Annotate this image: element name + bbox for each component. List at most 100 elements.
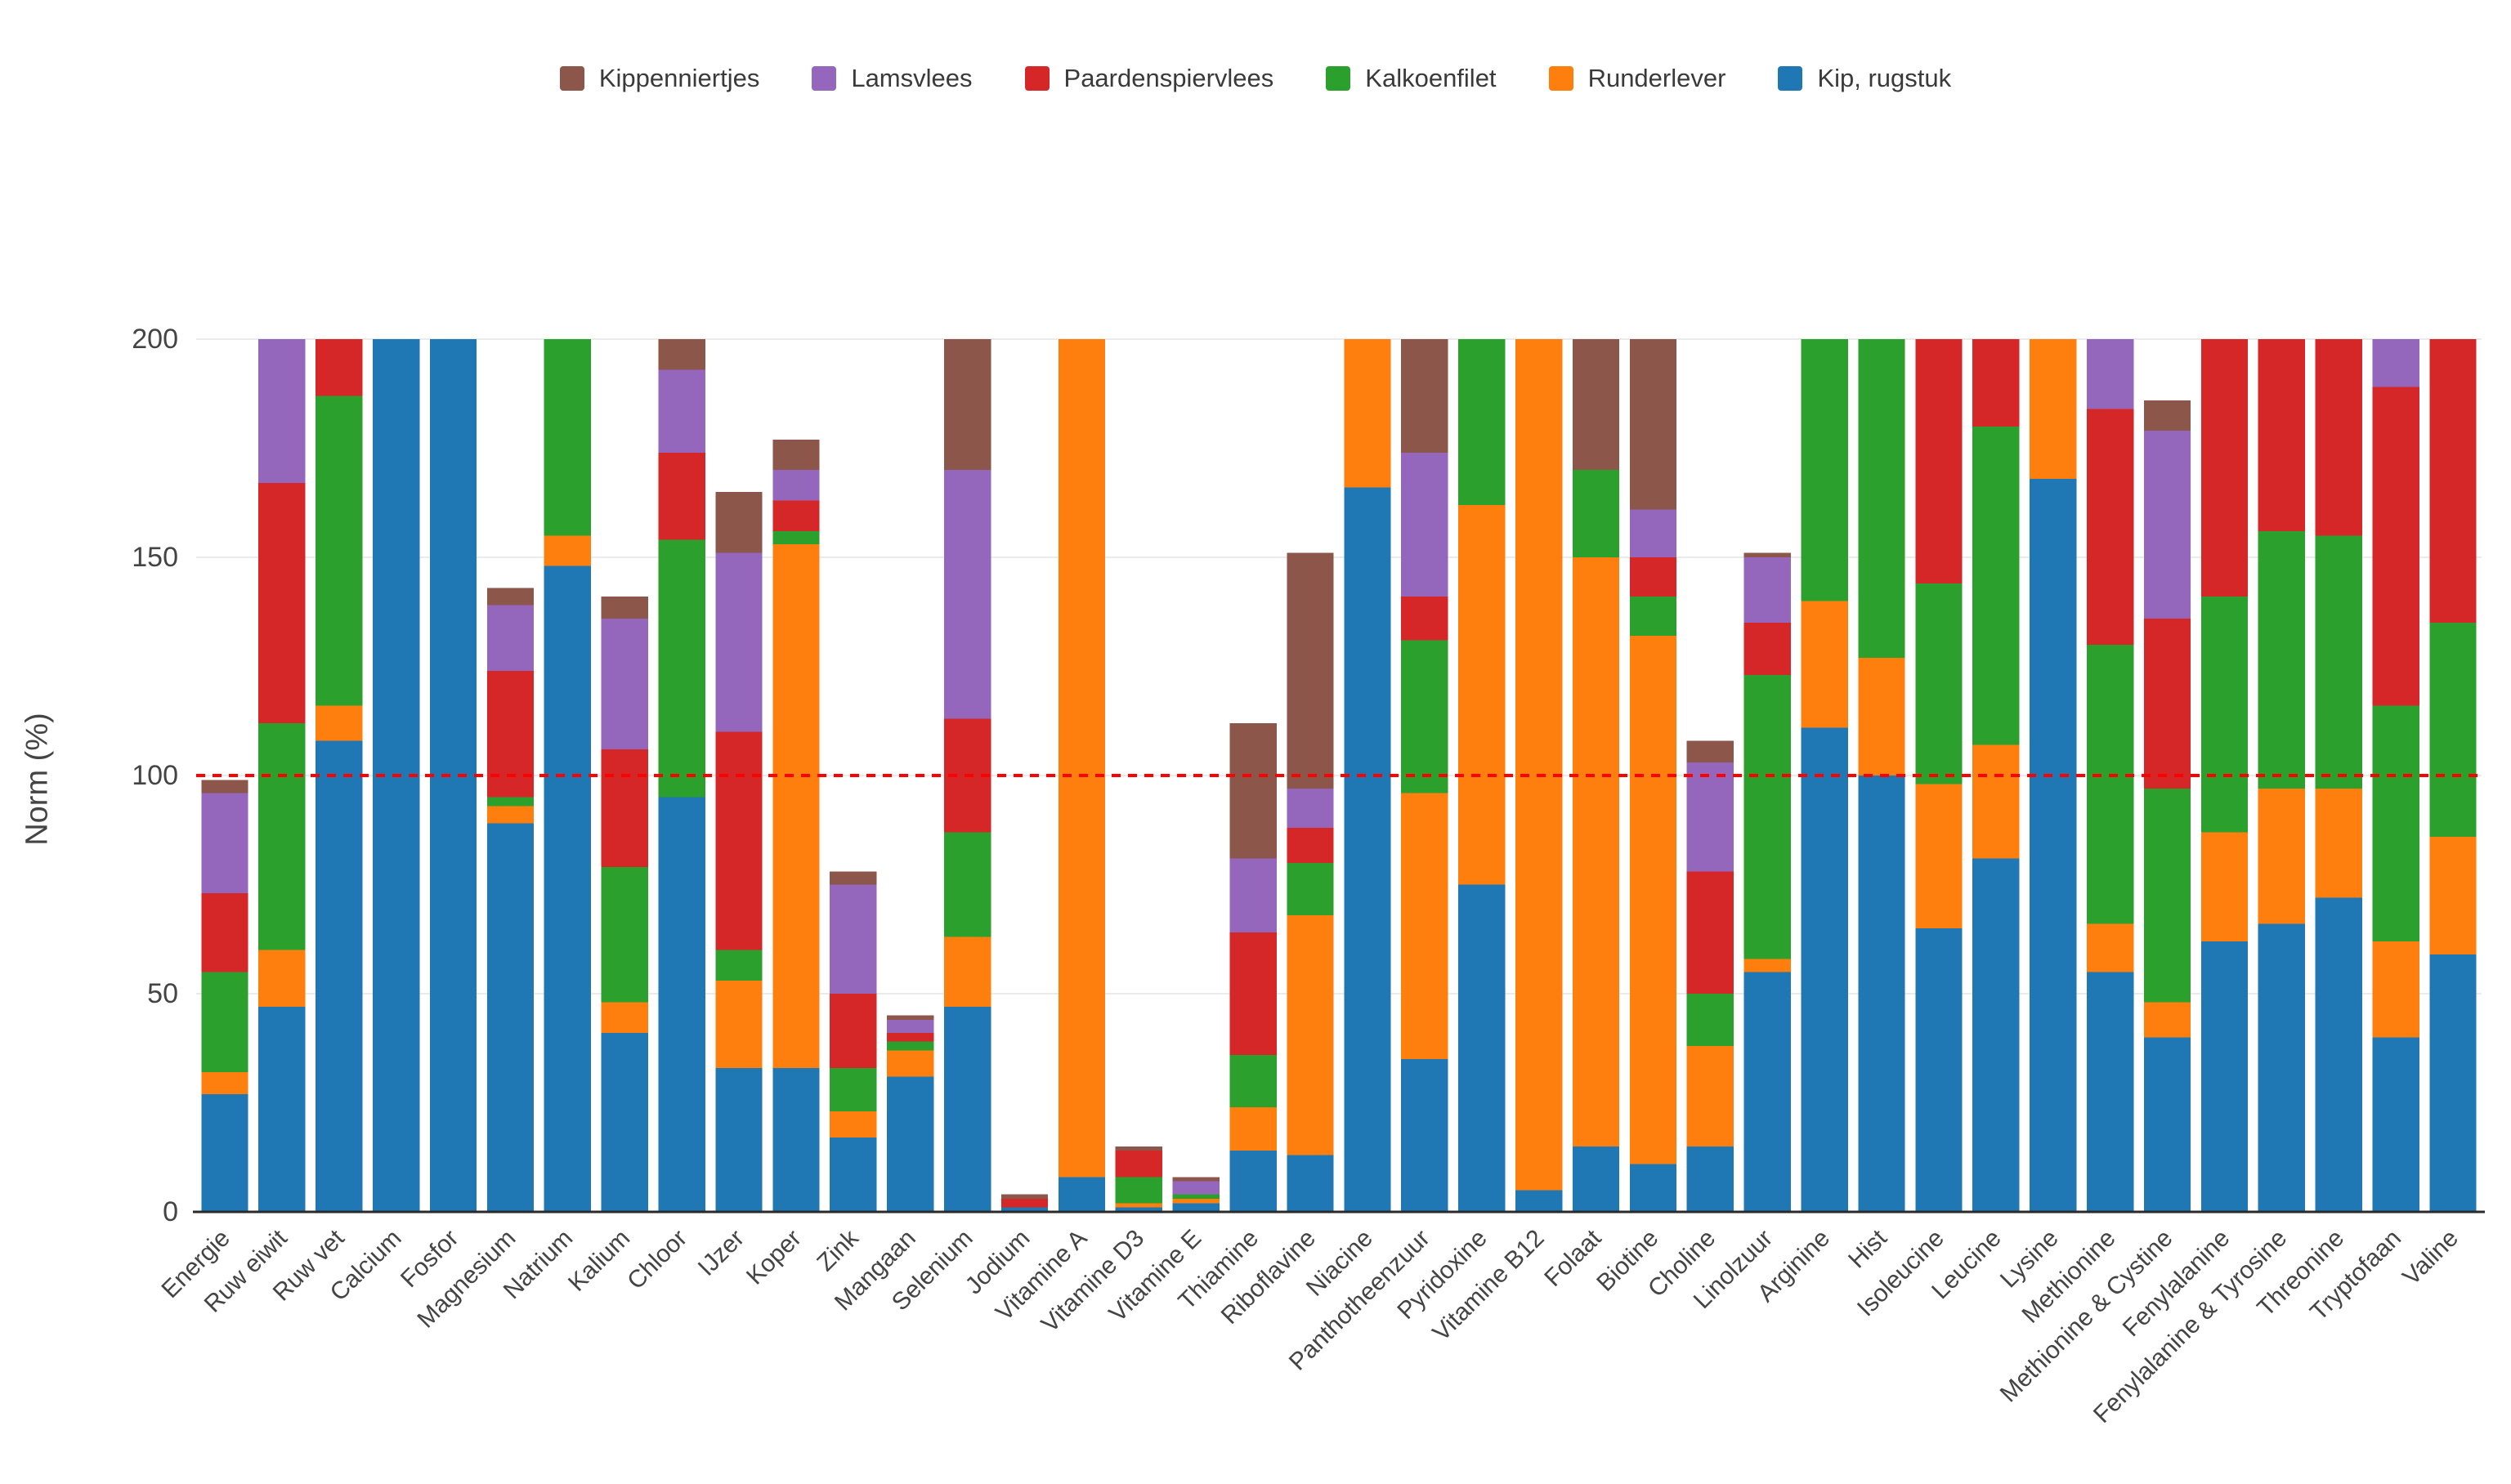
bar-segment-paardenspiervlees[interactable] bbox=[2429, 339, 2477, 624]
bar-segment-kip-rugstuk[interactable] bbox=[429, 339, 477, 1212]
bar-segment-kip-rugstuk[interactable] bbox=[2429, 954, 2477, 1212]
bar-segment-runderlever[interactable] bbox=[1058, 339, 1106, 1178]
bar-segment-kip-rugstuk[interactable] bbox=[2372, 1037, 2419, 1212]
bar-segment-lamsvlees[interactable] bbox=[943, 470, 991, 719]
bar-segment-kalkoenfilet[interactable] bbox=[2258, 530, 2306, 789]
bar-segment-lamsvlees[interactable] bbox=[1229, 858, 1277, 933]
bar-segment-kip-rugstuk[interactable] bbox=[486, 823, 535, 1212]
bar-segment-runderlever[interactable] bbox=[1972, 744, 2020, 859]
bar-segment-kalkoenfilet[interactable] bbox=[2143, 789, 2191, 1003]
bar-segment-runderlever[interactable] bbox=[943, 936, 991, 1008]
bar-segment-paardenspiervlees[interactable] bbox=[2372, 387, 2419, 706]
bar-segment-paardenspiervlees[interactable] bbox=[715, 731, 763, 950]
bar-segment-runderlever[interactable] bbox=[1858, 657, 1905, 776]
bar-segment-kip-rugstuk[interactable] bbox=[1172, 1203, 1220, 1212]
bar-segment-runderlever[interactable] bbox=[544, 535, 592, 566]
bar-segment-runderlever[interactable] bbox=[772, 543, 820, 1068]
bar-segment-lamsvlees[interactable] bbox=[2143, 431, 2191, 619]
bar-segment-paardenspiervlees[interactable] bbox=[486, 670, 535, 798]
bar-segment-runderlever[interactable] bbox=[1287, 914, 1334, 1155]
bar-segment-kip-rugstuk[interactable] bbox=[2200, 941, 2249, 1212]
bar-segment-paardenspiervlees[interactable] bbox=[1000, 1198, 1049, 1208]
bar-segment-kalkoenfilet[interactable] bbox=[1229, 1054, 1277, 1107]
bar-segment-kalkoenfilet[interactable] bbox=[1572, 470, 1620, 557]
bar-segment-kip-rugstuk[interactable] bbox=[1344, 487, 1391, 1212]
bar-segment-kippenniertjes[interactable] bbox=[201, 780, 248, 793]
bar-segment-kalkoenfilet[interactable] bbox=[258, 722, 306, 950]
bar-segment-kip-rugstuk[interactable] bbox=[2315, 897, 2362, 1212]
bar-segment-runderlever[interactable] bbox=[2258, 789, 2306, 924]
bar-segment-paardenspiervlees[interactable] bbox=[1229, 932, 1277, 1055]
bar-segment-kippenniertjes[interactable] bbox=[601, 597, 648, 619]
bar-segment-kalkoenfilet[interactable] bbox=[1115, 1177, 1163, 1204]
bar-segment-runderlever[interactable] bbox=[1686, 1046, 1734, 1147]
bar-segment-kippenniertjes[interactable] bbox=[658, 339, 705, 370]
bar-segment-kalkoenfilet[interactable] bbox=[201, 972, 248, 1073]
bar-segment-runderlever[interactable] bbox=[2086, 923, 2134, 972]
bar-segment-kalkoenfilet[interactable] bbox=[1801, 339, 1848, 601]
bar-segment-kip-rugstuk[interactable] bbox=[2086, 972, 2134, 1212]
bar-segment-kalkoenfilet[interactable] bbox=[486, 797, 535, 807]
bar-segment-kip-rugstuk[interactable] bbox=[1401, 1059, 1448, 1212]
bar-segment-kip-rugstuk[interactable] bbox=[1000, 1207, 1049, 1212]
bar-segment-runderlever[interactable] bbox=[1172, 1198, 1220, 1204]
bar-segment-lamsvlees[interactable] bbox=[887, 1020, 934, 1034]
bar-segment-lamsvlees[interactable] bbox=[658, 369, 705, 453]
bar-segment-paardenspiervlees[interactable] bbox=[830, 994, 877, 1068]
bar-segment-runderlever[interactable] bbox=[258, 950, 306, 1008]
bar-segment-kip-rugstuk[interactable] bbox=[887, 1076, 934, 1212]
bar-segment-runderlever[interactable] bbox=[1515, 339, 1563, 1191]
bar-segment-runderlever[interactable] bbox=[486, 806, 535, 824]
bar-segment-paardenspiervlees[interactable] bbox=[2143, 618, 2191, 789]
bar-segment-lamsvlees[interactable] bbox=[1401, 452, 1448, 597]
bar-segment-paardenspiervlees[interactable] bbox=[772, 500, 820, 531]
bar-segment-lamsvlees[interactable] bbox=[1686, 762, 1734, 872]
bar-segment-kip-rugstuk[interactable] bbox=[258, 1007, 306, 1212]
bar-segment-lamsvlees[interactable] bbox=[2372, 339, 2419, 387]
bar-segment-lamsvlees[interactable] bbox=[2086, 339, 2134, 409]
bar-segment-kip-rugstuk[interactable] bbox=[772, 1067, 820, 1212]
bar-segment-runderlever[interactable] bbox=[601, 1002, 648, 1034]
bar-segment-kip-rugstuk[interactable] bbox=[2030, 478, 2077, 1212]
bar-segment-kippenniertjes[interactable] bbox=[943, 339, 991, 471]
bar-segment-kippenniertjes[interactable] bbox=[1000, 1194, 1049, 1199]
bar-segment-runderlever[interactable] bbox=[1344, 339, 1391, 488]
bar-segment-lamsvlees[interactable] bbox=[1743, 557, 1791, 624]
bar-segment-kalkoenfilet[interactable] bbox=[2200, 597, 2249, 833]
bar-segment-kalkoenfilet[interactable] bbox=[1686, 994, 1734, 1047]
bar-segment-kip-rugstuk[interactable] bbox=[943, 1007, 991, 1212]
bar-segment-kippenniertjes[interactable] bbox=[830, 871, 877, 885]
bar-segment-runderlever[interactable] bbox=[201, 1072, 248, 1094]
bar-segment-lamsvlees[interactable] bbox=[601, 618, 648, 749]
bar-segment-paardenspiervlees[interactable] bbox=[887, 1033, 934, 1042]
bar-segment-kippenniertjes[interactable] bbox=[1686, 740, 1734, 762]
bar-segment-runderlever[interactable] bbox=[830, 1111, 877, 1138]
bar-segment-kalkoenfilet[interactable] bbox=[1172, 1194, 1220, 1199]
bar-segment-kalkoenfilet[interactable] bbox=[2086, 644, 2134, 924]
bar-segment-paardenspiervlees[interactable] bbox=[1743, 623, 1791, 676]
bar-segment-kalkoenfilet[interactable] bbox=[1972, 426, 2020, 745]
bar-segment-kip-rugstuk[interactable] bbox=[1801, 727, 1848, 1212]
bar-segment-lamsvlees[interactable] bbox=[715, 552, 763, 732]
bar-segment-kip-rugstuk[interactable] bbox=[1287, 1155, 1334, 1212]
bar-segment-lamsvlees[interactable] bbox=[486, 605, 535, 671]
bar-segment-paardenspiervlees[interactable] bbox=[1287, 828, 1334, 863]
legend-item-lamsvlees[interactable]: Lamsvlees bbox=[812, 64, 973, 93]
bar-segment-kalkoenfilet[interactable] bbox=[830, 1067, 877, 1112]
bar-segment-kip-rugstuk[interactable] bbox=[830, 1138, 877, 1212]
bar-segment-lamsvlees[interactable] bbox=[830, 884, 877, 995]
bar-segment-runderlever[interactable] bbox=[2372, 941, 2419, 1038]
bar-segment-paardenspiervlees[interactable] bbox=[1915, 339, 1963, 584]
bar-segment-kip-rugstuk[interactable] bbox=[1972, 858, 2020, 1212]
bar-segment-kippenniertjes[interactable] bbox=[1572, 339, 1620, 471]
bar-segment-kip-rugstuk[interactable] bbox=[1572, 1146, 1620, 1212]
bar-segment-kalkoenfilet[interactable] bbox=[601, 867, 648, 1003]
bar-segment-kalkoenfilet[interactable] bbox=[2429, 623, 2477, 837]
bar-segment-kip-rugstuk[interactable] bbox=[715, 1067, 763, 1212]
bar-segment-runderlever[interactable] bbox=[2200, 832, 2249, 941]
bar-segment-paardenspiervlees[interactable] bbox=[258, 483, 306, 723]
bar-segment-paardenspiervlees[interactable] bbox=[1972, 339, 2020, 427]
bar-segment-kip-rugstuk[interactable] bbox=[601, 1033, 648, 1212]
bar-segment-kip-rugstuk[interactable] bbox=[1743, 972, 1791, 1212]
bar-segment-kippenniertjes[interactable] bbox=[1229, 722, 1277, 859]
